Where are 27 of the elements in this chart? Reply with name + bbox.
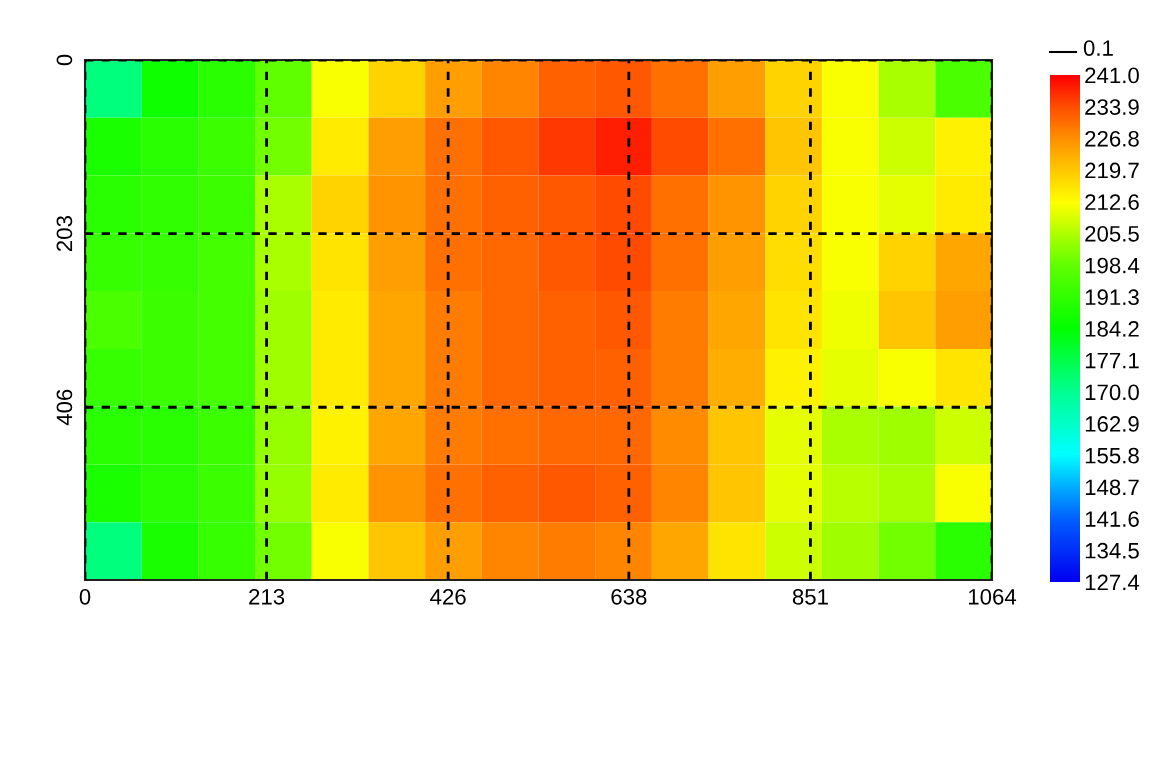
x-tick-label: 0: [79, 588, 91, 605]
x-tick-label: 638: [611, 588, 647, 605]
color-bar-label: 233.9: [1085, 99, 1139, 115]
color-bar-label: 155.8: [1085, 447, 1139, 464]
color-bar-label: 127.4: [1085, 574, 1140, 591]
y-tick-label: 406: [56, 389, 73, 426]
color-bar-label: 212.6: [1085, 194, 1139, 211]
color-bar-label: 191.3: [1085, 289, 1139, 306]
color-bar-label: 134.5: [1085, 542, 1139, 559]
color-bar-label: 184.2: [1085, 321, 1139, 337]
color-bar-label: 162.9: [1085, 416, 1139, 432]
color-bar-label: 148.7: [1085, 479, 1139, 496]
color-bar-label: 198.4: [1085, 257, 1140, 274]
color-bar-label: 177.1: [1085, 352, 1139, 369]
x-tick-label: 213: [249, 588, 285, 605]
y-tick-label: 203: [56, 216, 73, 252]
color-bar-label: 219.7: [1085, 162, 1139, 179]
color-bar-label: 226.8: [1085, 130, 1139, 147]
color-bar-label: 170.0: [1085, 384, 1139, 401]
text: 0.1: [1083, 40, 1113, 56]
y-tick-label: 0: [56, 54, 73, 66]
color-bar-label: 241.0: [1085, 67, 1139, 84]
x-tick-label: 851: [792, 588, 828, 605]
color-bar-label: 205.5: [1085, 225, 1139, 242]
x-tick-label: 426: [430, 588, 466, 605]
color-bar-label: 141.6: [1085, 511, 1139, 527]
x-tick-label: 1064: [968, 588, 1017, 605]
